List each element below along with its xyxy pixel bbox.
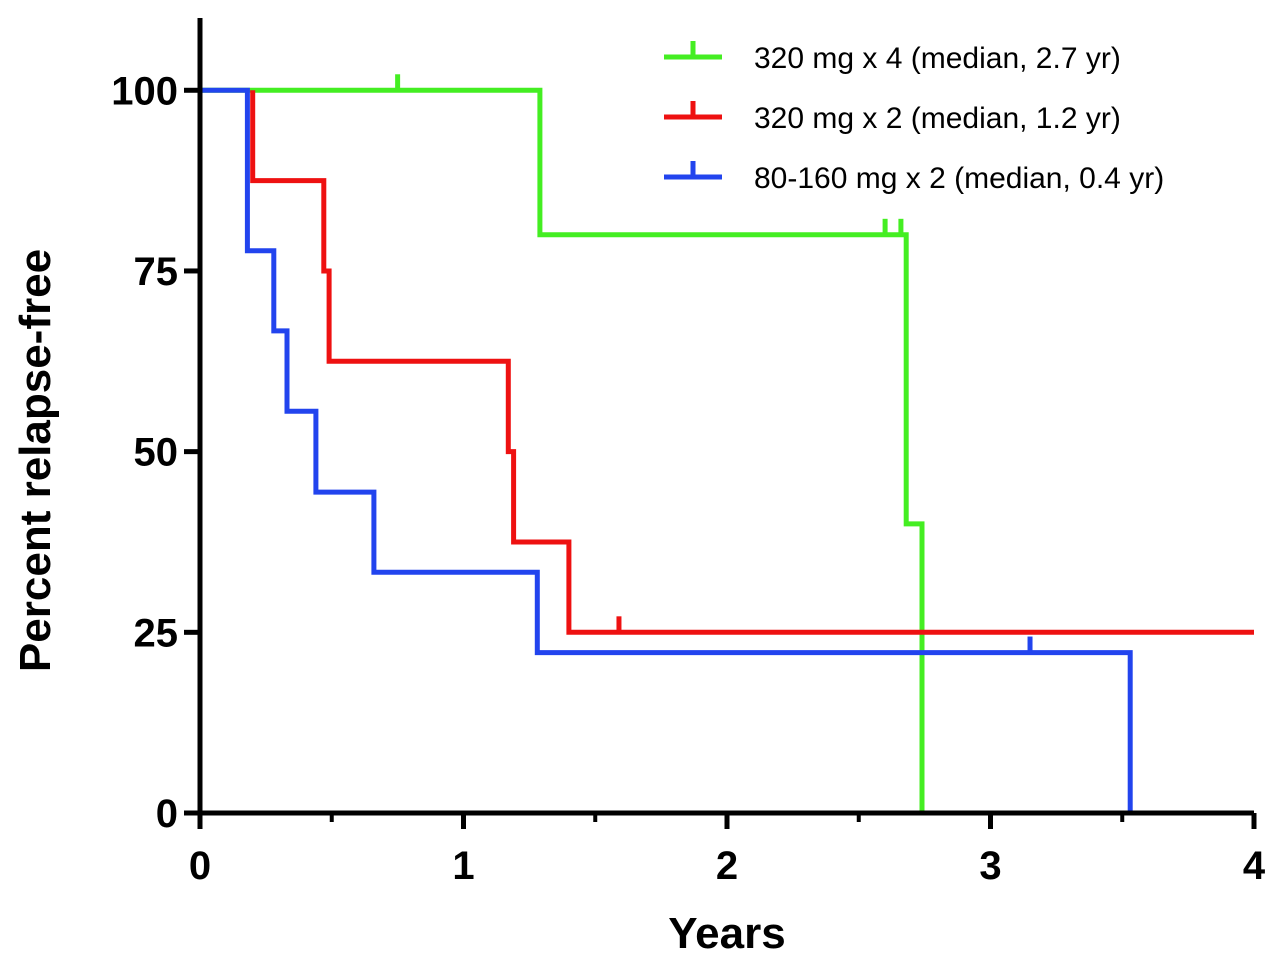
x-tick-label: 0 <box>189 844 211 888</box>
y-tick-label: 100 <box>111 69 178 113</box>
y-axis-title: Percent relapse-free <box>11 249 60 672</box>
series-line <box>200 87 1133 813</box>
legend-item: 80-160 mg x 2 (median, 0.4 yr) <box>664 161 1164 195</box>
series-2 <box>250 90 1254 635</box>
legend-label: 320 mg x 2 (median, 1.2 yr) <box>754 102 1121 135</box>
legend-item: 320 mg x 4 (median, 2.7 yr) <box>664 41 1121 75</box>
legend-label: 320 mg x 4 (median, 2.7 yr) <box>754 42 1121 75</box>
y-tick-label: 50 <box>134 431 179 475</box>
legend-item: 320 mg x 2 (median, 1.2 yr) <box>664 101 1121 135</box>
y-tick-label: 0 <box>156 792 178 836</box>
x-tick-label: 1 <box>452 844 474 888</box>
axes <box>197 18 1254 816</box>
tick-layer: 0 25 50 75 100 0 1 2 3 4 <box>111 69 1266 888</box>
series-3 <box>200 87 1133 813</box>
series-1 <box>200 74 925 813</box>
x-tick-label: 3 <box>979 844 1001 888</box>
x-tick-label: 4 <box>1243 844 1266 888</box>
y-tick-label: 75 <box>134 250 179 294</box>
legend: 320 mg x 4 (median, 2.7 yr) 320 mg x 2 (m… <box>664 41 1164 195</box>
series-line <box>200 87 925 813</box>
x-axis-title: Years <box>668 909 785 958</box>
series-layer <box>200 74 1254 813</box>
x-tick-label: 2 <box>716 844 738 888</box>
series-line <box>250 90 1254 635</box>
legend-label: 80-160 mg x 2 (median, 0.4 yr) <box>754 162 1164 195</box>
y-tick-label: 25 <box>134 611 179 655</box>
